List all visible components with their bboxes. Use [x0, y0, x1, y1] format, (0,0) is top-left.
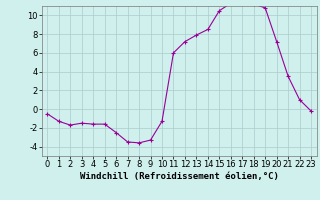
- X-axis label: Windchill (Refroidissement éolien,°C): Windchill (Refroidissement éolien,°C): [80, 172, 279, 181]
